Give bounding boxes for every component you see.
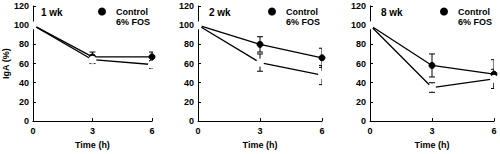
svg-text:3: 3 — [429, 126, 434, 136]
svg-text:Control: Control — [116, 7, 148, 17]
svg-text:100: 100 — [179, 20, 194, 30]
svg-text:3: 3 — [90, 126, 95, 136]
svg-text:60: 60 — [356, 59, 366, 69]
svg-text:6% FOS: 6% FOS — [116, 17, 150, 27]
svg-text:6: 6 — [149, 126, 154, 136]
svg-text:Time (h): Time (h) — [75, 140, 110, 150]
svg-text:2 wk: 2 wk — [209, 7, 231, 18]
svg-text:20: 20 — [184, 97, 194, 107]
svg-text:Time (h): Time (h) — [415, 140, 450, 150]
svg-text:8 wk: 8 wk — [381, 7, 403, 18]
svg-text:IgA (%): IgA (%) — [1, 48, 11, 79]
svg-text:120: 120 — [14, 1, 29, 11]
svg-text:100: 100 — [351, 20, 366, 30]
svg-text:40: 40 — [19, 78, 29, 88]
svg-text:Time (h): Time (h) — [243, 140, 278, 150]
svg-text:80: 80 — [19, 39, 29, 49]
svg-text:0: 0 — [30, 126, 35, 136]
svg-text:120: 120 — [179, 1, 194, 11]
svg-text:0: 0 — [24, 116, 29, 126]
svg-text:6% FOS: 6% FOS — [286, 17, 320, 27]
svg-text:60: 60 — [19, 59, 29, 69]
svg-text:3: 3 — [257, 126, 262, 136]
svg-text:80: 80 — [184, 39, 194, 49]
svg-text:0: 0 — [189, 116, 194, 126]
svg-text:0: 0 — [361, 116, 366, 126]
svg-text:6: 6 — [319, 126, 324, 136]
svg-text:100: 100 — [14, 20, 29, 30]
svg-text:120: 120 — [351, 1, 366, 11]
svg-text:20: 20 — [356, 97, 366, 107]
svg-text:0: 0 — [367, 126, 372, 136]
svg-text:0: 0 — [195, 126, 200, 136]
svg-text:40: 40 — [356, 78, 366, 88]
svg-text:Control: Control — [286, 7, 318, 17]
svg-text:20: 20 — [19, 97, 29, 107]
svg-text:1 wk: 1 wk — [41, 7, 63, 18]
svg-text:6: 6 — [491, 126, 496, 136]
svg-text:40: 40 — [184, 78, 194, 88]
svg-text:60: 60 — [184, 59, 194, 69]
svg-text:80: 80 — [356, 39, 366, 49]
svg-text:Control: Control — [458, 7, 490, 17]
svg-text:6% FOS: 6% FOS — [458, 17, 492, 27]
